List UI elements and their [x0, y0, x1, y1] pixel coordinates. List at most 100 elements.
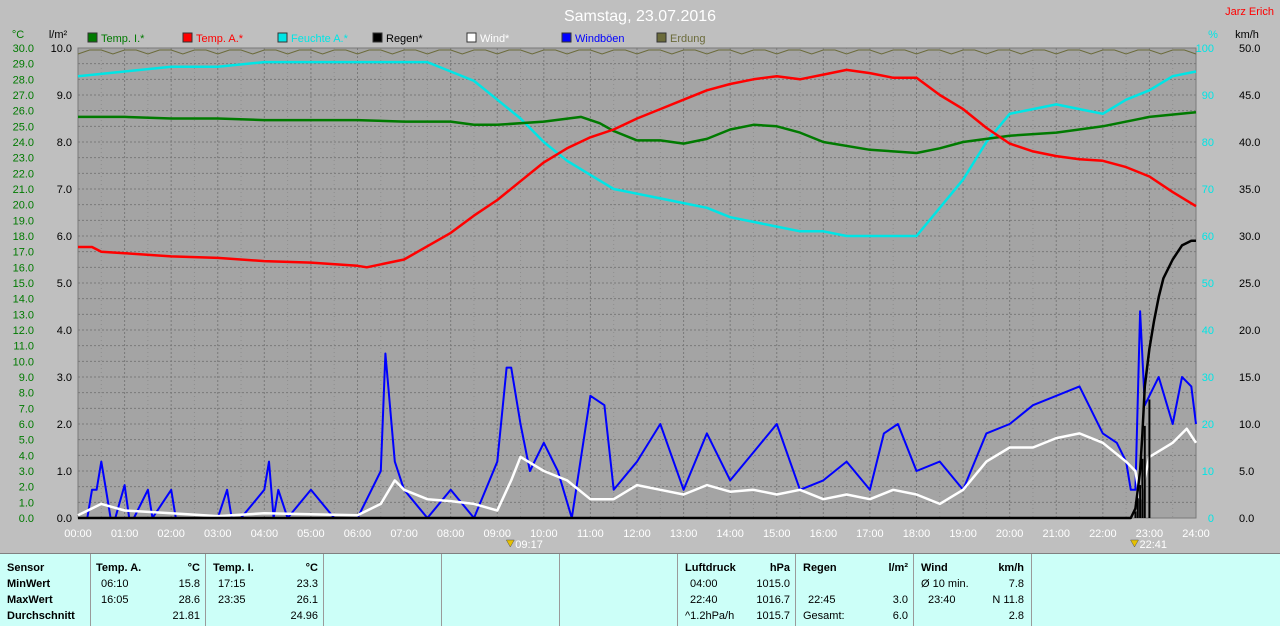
legend-swatch	[87, 32, 98, 43]
temp-tick-label: 25.0	[13, 121, 34, 133]
temp-tick-label: 21.0	[13, 184, 34, 196]
x-tick-label: 17:00	[856, 528, 884, 540]
wind-tick-label: 35.0	[1239, 184, 1260, 196]
x-tick-label: 24:00	[1182, 528, 1210, 540]
x-tick-label: 21:00	[1042, 528, 1070, 540]
wind-header: Wind	[921, 562, 948, 574]
x-tick-label: 06:00	[344, 528, 372, 540]
wind-tick-label: 5.0	[1239, 466, 1254, 478]
temp-unit-label: °C	[12, 29, 24, 41]
rain-total-label: Gesamt:	[803, 610, 845, 622]
wind-tick-label: 30.0	[1239, 231, 1260, 243]
pressure-header: Luftdruck	[685, 562, 736, 574]
wind-max-time: 23:40	[928, 594, 956, 606]
temp-a-unit: °C	[187, 562, 200, 574]
temp-tick-label: 17.0	[13, 247, 34, 259]
x-tick-label: 14:00	[716, 528, 744, 540]
x-tick-label: 05:00	[297, 528, 325, 540]
series-line-wind	[77, 427, 1198, 518]
tick-labels: 0.0 1.0 2.0 3.0 4.0 5.0 6.0 7.0 8.0 9.0 10.0 11.0 12…	[13, 43, 1261, 540]
x-tick-label: 22:00	[1089, 528, 1117, 540]
legend-item: Erdung	[656, 32, 705, 45]
rain-unit: l/m²	[888, 562, 908, 574]
legend-label: Regen*	[386, 33, 423, 45]
wind-tick-label: 15.0	[1239, 372, 1260, 384]
series-line-feuchtea	[77, 60, 1197, 238]
temp-tick-label: 5.0	[19, 435, 34, 447]
temp-tick-label: 14.0	[13, 294, 34, 306]
wind-max-value: N 11.8	[992, 594, 1024, 606]
rain-tick-label: 0.0	[57, 513, 72, 525]
x-tick-label: 02:00	[157, 528, 185, 540]
wind-column: Wind km/h Ø 10 min. 7.8 23:40 N 11.8 2.8	[913, 554, 1032, 626]
temp-a-header: Temp. A.	[96, 562, 142, 574]
humidity-unit-label: %	[1208, 29, 1218, 41]
humidity-tick-label: 60	[1202, 231, 1214, 243]
temp-tick-label: 1.0	[19, 497, 34, 509]
x-tick-label: 16:00	[810, 528, 838, 540]
legend-label: Windböen	[575, 33, 625, 45]
legend-item: Temp. A.*	[182, 32, 244, 45]
legend-item: Regen*	[372, 32, 423, 45]
legend-label: Temp. A.*	[196, 33, 244, 45]
wind-tick-label: 0.0	[1239, 513, 1254, 525]
humidity-tick-label: 20	[1202, 419, 1214, 431]
rain-tick-label: 10.0	[51, 43, 72, 55]
rain-max-time: 22:45	[808, 594, 836, 606]
x-tick-label: 11:00	[577, 528, 604, 540]
rain-tick-label: 5.0	[57, 278, 72, 290]
temp-i-max-value: 26.1	[296, 594, 318, 606]
legend: Temp. I.* Temp. A.* Feuchte A.* Regen* Wind*…	[87, 32, 705, 45]
temp-tick-label: 16.0	[13, 262, 34, 274]
empty-column-4	[1031, 554, 1280, 626]
pressure-avg-value: 1015.7	[756, 610, 790, 622]
empty-column-2	[441, 554, 560, 626]
rain-tick-label: 7.0	[57, 184, 72, 196]
wind-third-value: 2.8	[1008, 610, 1024, 622]
marker-icon	[1130, 539, 1139, 548]
weather-chart: 0.0 1.0 2.0 3.0 4.0 5.0 6.0 7.0 8.0 9.0 10.0 11.0 12…	[11, 6, 1274, 551]
temp-tick-label: 27.0	[13, 90, 34, 102]
temp-a-min-time: 06:10	[101, 578, 129, 590]
rain-tick-label: 4.0	[57, 325, 72, 337]
rain-unit-label: l/m²	[49, 29, 68, 41]
legend-label: Temp. I.*	[101, 33, 145, 45]
empty-column-3	[559, 554, 678, 626]
x-tick-label: 03:00	[204, 528, 232, 540]
humidity-tick-label: 10	[1202, 466, 1214, 478]
x-tick-label: 10:00	[530, 528, 558, 540]
temp-tick-label: 20.0	[13, 200, 34, 212]
legend-swatch	[277, 32, 288, 43]
temp-tick-label: 10.0	[13, 356, 34, 368]
wind-unit: km/h	[998, 562, 1024, 574]
x-tick-label: 18:00	[903, 528, 931, 540]
wind-tick-label: 25.0	[1239, 278, 1260, 290]
time-marker: 09:17	[505, 539, 543, 551]
temp-a-max-value: 28.6	[178, 594, 200, 606]
temp-tick-label: 23.0	[13, 153, 34, 165]
temp-tick-label: 24.0	[13, 137, 34, 149]
sensor-header: Sensor	[7, 562, 45, 574]
temp-tick-label: 6.0	[19, 419, 34, 431]
temp-tick-label: 7.0	[19, 403, 34, 415]
rain-tick-label: 1.0	[57, 466, 72, 478]
x-tick-label: 19:00	[949, 528, 977, 540]
wind-unit-label: km/h	[1235, 29, 1259, 41]
series-line-regen	[78, 239, 1196, 520]
legend-swatch	[656, 32, 667, 43]
x-tick-label: 15:00	[763, 528, 791, 540]
wind-tick-label: 20.0	[1239, 325, 1260, 337]
humidity-tick-label: 70	[1202, 184, 1214, 196]
pressure-min-time: 04:00	[690, 578, 718, 590]
marker-icon	[505, 539, 515, 548]
legend-swatch	[466, 32, 477, 43]
rain-tick-label: 3.0	[57, 372, 72, 384]
x-tick-label: 09:00	[483, 528, 511, 540]
pressure-min-value: 1015.0	[756, 578, 790, 590]
humidity-tick-label: 40	[1202, 325, 1214, 337]
rain-column: Regen l/m² 22:45 3.0 Gesamt: 6.0	[795, 554, 914, 626]
temp-a-avg-value: 21.81	[172, 610, 200, 622]
legend-label: Feuchte A.*	[291, 33, 349, 45]
temp-tick-label: 0.0	[19, 513, 34, 525]
legend-swatch	[561, 32, 572, 43]
